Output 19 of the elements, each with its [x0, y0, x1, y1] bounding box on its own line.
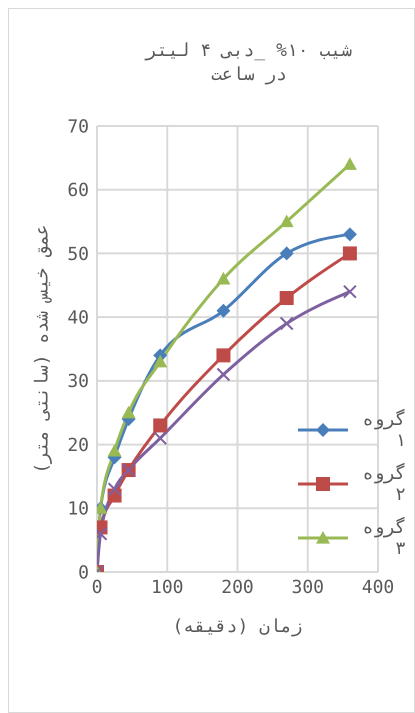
y-axis-title: عمق خیس شده (سانتی متر) — [31, 224, 52, 474]
y-tick-label: 40 — [67, 308, 89, 329]
y-tick-label: 30 — [67, 371, 89, 392]
y-tick-label: 60 — [67, 180, 89, 202]
y-tick-label: 10 — [67, 498, 89, 520]
y-tick-label: 0 — [78, 562, 89, 584]
chart-title: شیب ۱۰% _دبی ۴ لیتر در ساعت — [144, 39, 353, 87]
x-tick-label: 100 — [150, 576, 184, 598]
x-tick-label: 200 — [221, 576, 254, 598]
legend-label: گروه ۳ — [362, 517, 406, 559]
y-tick-label: 20 — [67, 434, 89, 456]
x-tick-label: 0 — [92, 576, 102, 598]
legend-label: گروه ۲ — [362, 463, 406, 505]
x-tick-label: 300 — [291, 576, 324, 598]
x-axis-title: زمان (دقیقه) — [172, 616, 303, 637]
legend-label: گروه ۱ — [362, 409, 406, 451]
x-tick-label: 400 — [362, 576, 394, 598]
y-tick-label: 50 — [67, 244, 89, 265]
y-tick-label: 70 — [67, 116, 89, 138]
